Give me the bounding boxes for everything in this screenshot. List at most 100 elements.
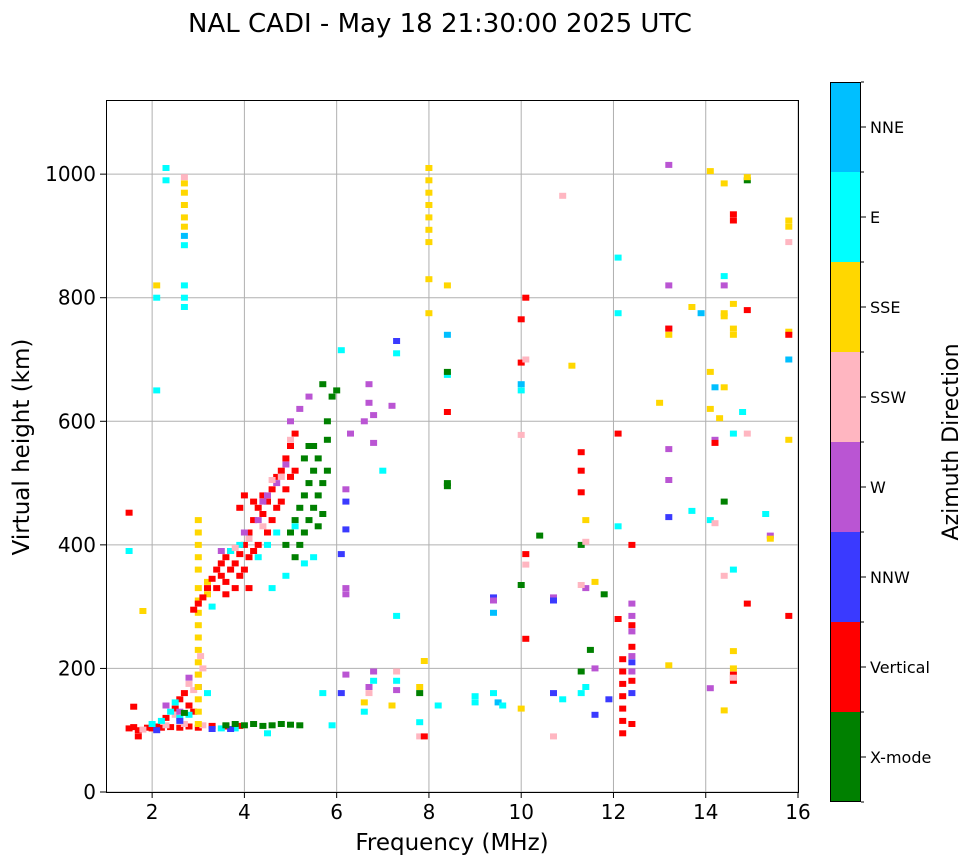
echo-point-vertical — [517, 359, 525, 366]
echo-point-w — [342, 486, 350, 493]
echo-point-e — [231, 725, 239, 732]
echo-point-vertical — [619, 693, 627, 700]
colorbar-tick-label: X-mode — [870, 748, 931, 767]
echo-point-sse — [785, 217, 793, 224]
colorbar-label: Azimuth Direction — [939, 343, 964, 540]
echo-point-vertical — [628, 721, 636, 727]
echo-point-sse — [180, 180, 188, 187]
echo-point-e — [517, 387, 525, 394]
echo-point-nne — [490, 609, 497, 616]
echo-point-vertical — [176, 696, 184, 703]
echo-point-x-mode — [314, 492, 322, 499]
echo-point-x-mode — [443, 483, 451, 490]
echo-point-ssw — [582, 538, 590, 545]
echo-point-sse — [591, 578, 599, 585]
echo-point-vertical — [245, 585, 253, 592]
y-tick-label: 800 — [58, 286, 96, 310]
colorbar-frame — [830, 82, 861, 802]
echo-point-x-mode — [305, 443, 313, 449]
echo-point-ssw — [180, 721, 188, 727]
echo-point-vertical — [729, 211, 737, 218]
colorbar-tick-label: W — [870, 478, 886, 497]
echo-point-vertical — [227, 566, 235, 573]
echo-point-x-mode — [443, 368, 451, 375]
echo-point-e — [471, 699, 479, 706]
echo-point-sse — [180, 223, 188, 230]
echo-point-sse — [517, 705, 525, 712]
echo-point-e — [291, 523, 299, 530]
echo-point-vertical — [522, 635, 530, 642]
echo-point-sse — [425, 214, 433, 221]
echo-point-vertical — [222, 591, 230, 598]
echo-point-w — [254, 517, 262, 524]
echo-point-e — [162, 165, 170, 171]
echo-point-vertical — [577, 467, 585, 474]
echo-point-nne — [711, 384, 719, 391]
echo-point-vertical — [250, 517, 258, 524]
echo-point-sse — [194, 566, 202, 573]
echo-point-vertical — [619, 680, 627, 687]
echo-point-vertical — [420, 733, 428, 740]
echo-point-vertical — [204, 585, 211, 592]
echo-point-ssw — [245, 535, 253, 542]
colorbar-segment-vertical — [830, 622, 861, 712]
echo-point-vertical — [729, 677, 737, 684]
data-points — [125, 161, 793, 740]
echo-point-vertical — [245, 554, 253, 561]
echo-point-vertical — [194, 724, 202, 731]
echo-point-sse — [194, 708, 202, 715]
echo-point-e — [236, 541, 244, 548]
echo-point-e — [208, 603, 216, 610]
echo-point-e — [688, 507, 696, 514]
echo-point-sse — [420, 658, 428, 664]
echo-point-x-mode — [300, 455, 308, 462]
echo-point-w — [628, 600, 636, 607]
x-tick-label: 8 — [423, 800, 436, 824]
echo-point-ssw — [259, 523, 267, 530]
echo-point-ssw — [162, 722, 170, 729]
echo-point-e — [217, 725, 225, 732]
echo-point-e — [185, 711, 193, 718]
echo-point-vertical — [125, 725, 133, 732]
echo-point-sse — [720, 180, 728, 187]
echo-point-e — [180, 242, 188, 249]
echo-point-w — [665, 477, 673, 483]
echo-point-e — [153, 294, 161, 301]
echo-point-x-mode — [287, 721, 294, 728]
echo-point-sse — [785, 436, 793, 443]
echo-point-w — [591, 665, 599, 672]
echo-point-vertical — [171, 705, 179, 712]
echo-point-x-mode — [323, 436, 331, 443]
echo-point-sse — [139, 608, 147, 614]
echo-point-sse — [729, 325, 737, 332]
echo-point-x-mode — [319, 381, 327, 388]
echo-point-nnw — [342, 498, 350, 505]
echo-point-e — [614, 523, 622, 530]
echo-point-e — [310, 554, 318, 561]
echo-point-vertical — [282, 455, 290, 462]
echo-point-e — [148, 721, 156, 727]
echo-point-ssw — [287, 436, 294, 443]
echo-point-sse — [194, 659, 202, 666]
echo-point-nne — [494, 699, 502, 706]
colorbar-segment-ssw — [830, 352, 861, 442]
y-tick-label: 0 — [83, 780, 96, 804]
x-axis-label: Frequency (MHz) — [355, 830, 548, 856]
echo-point-w — [706, 685, 714, 692]
echo-point-sse — [720, 313, 728, 320]
y-tick-label: 1000 — [45, 162, 96, 186]
echo-point-sse — [425, 226, 433, 233]
echo-point-w — [259, 498, 267, 505]
colorbar-tick-label: SSW — [870, 388, 906, 407]
echo-point-x-mode — [291, 554, 299, 561]
echo-point-w — [628, 628, 636, 635]
echo-point-w — [711, 436, 719, 443]
echo-point-ssw — [180, 174, 188, 181]
echo-point-nnw — [208, 726, 216, 732]
echo-point-sse — [425, 276, 433, 283]
colorbar-tick-label: Vertical — [870, 658, 930, 677]
echo-point-vertical — [264, 529, 271, 536]
echo-point-ssw — [720, 572, 728, 579]
echo-point-e — [125, 548, 133, 554]
echo-point-sse — [194, 609, 202, 616]
